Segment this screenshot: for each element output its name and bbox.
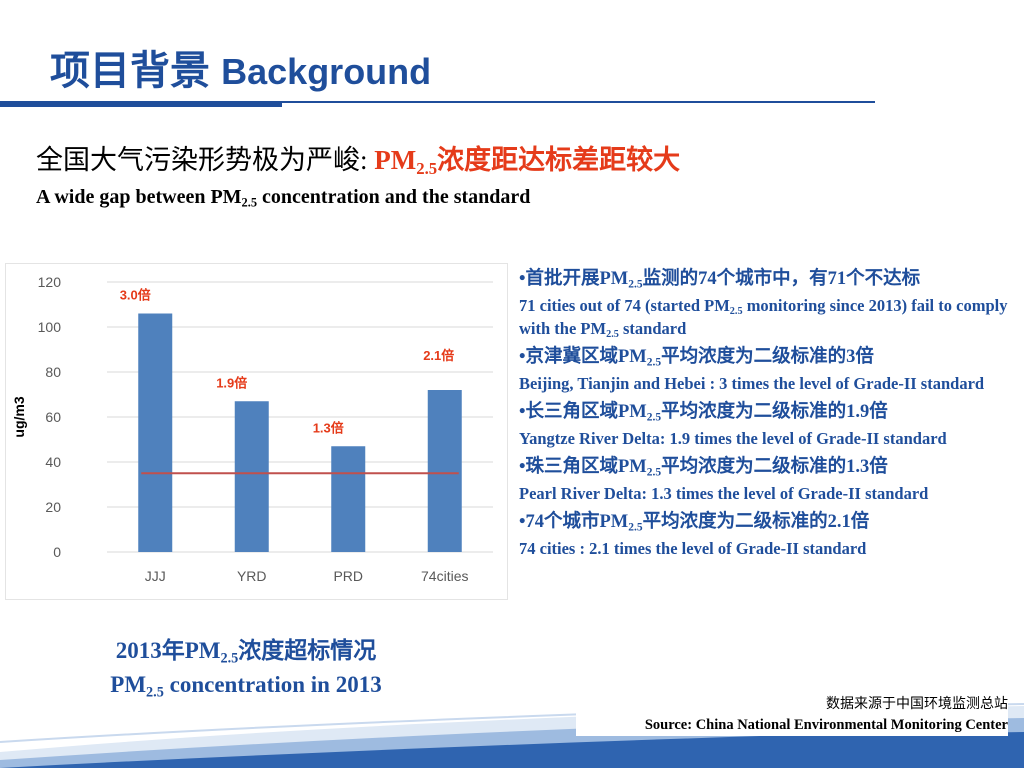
y-tick-label: 80 [45, 364, 61, 380]
caption-line-en: PM2.5 concentration in 2013 [50, 668, 442, 702]
bullet-cn-pre: •首批开展PM [519, 269, 629, 289]
bullet-item: •74个城市PM2.5平均浓度为二级标准的2.1倍 74 cities : 2.… [519, 507, 1024, 560]
data-source-note: 数据来源于中国环境监测总站 Source: China National Env… [576, 694, 1008, 736]
bullet-cn-sub: 2.5 [646, 411, 662, 424]
slide-title: 项目背景 Background [50, 38, 431, 96]
subtitle-cn: 全国大气污染形势极为严峻: PM2.5浓度距达标差距较大 [36, 138, 680, 177]
bullet-cn-pre: •珠三角区域PM [519, 457, 647, 477]
bullet-item: •珠三角区域PM2.5平均浓度为二级标准的1.3倍 Pearl River De… [519, 452, 1024, 505]
subtitle-en-sub: 2.5 [241, 195, 258, 210]
title-en: Background [221, 51, 432, 92]
bullet-en: 74 cities : 2.1 times the level of Grade… [519, 539, 867, 558]
bullet-item: •首批开展PM2.5监测的74个城市中，有71个不达标 71 cities ou… [519, 264, 1024, 340]
y-axis-label: ug/m3 [11, 396, 27, 437]
bullet-cn: •长三角区域PM2.5平均浓度为二级标准的1.9倍 [519, 397, 1024, 423]
y-tick-label: 120 [38, 274, 62, 290]
chart-caption: 2013年PM2.5浓度超标情况 PM2.5 concentration in … [50, 634, 442, 702]
bullet-cn-pre: •74个城市PM [519, 512, 629, 532]
bullet-en: Pearl River Delta: 1.3 times the level o… [519, 484, 929, 503]
bullet-cn: •珠三角区域PM2.5平均浓度为二级标准的1.3倍 [519, 452, 1024, 478]
bullet-en: Yangtze River Delta: 1.9 times the level… [519, 429, 947, 448]
bullet-cn-sub: 2.5 [628, 521, 643, 534]
chart-svg: 0 20 40 60 80 100 120 ug/m3 JJJ 3.0倍 YRD 1.9倍 PRD 1.3… [11, 274, 493, 584]
bullet-cn-sub: 2.5 [646, 356, 662, 369]
bullet-en-sub2: 2.5 [606, 329, 619, 341]
bullet-en-pre: 71 cities out of 74 (started PM [519, 296, 730, 315]
bar-annotation: 1.3倍 [313, 420, 344, 435]
bar [138, 313, 173, 552]
title-rule-thin [282, 101, 875, 103]
bullet-item: •京津冀区域PM2.5平均浓度为二级标准的3倍 Beijing, Tianjin… [519, 342, 1024, 395]
subtitle-pm: PM [374, 145, 417, 175]
bullet-cn-post: 平均浓度为二级标准的2.1倍 [642, 512, 870, 532]
subtitle-en-post: concentration and the standard [257, 186, 531, 208]
title-cn: 项目背景 [50, 49, 210, 93]
bar-annotation: 2.1倍 [423, 348, 454, 363]
x-tick-label: 74cities [421, 568, 468, 584]
bullet-cn: •首批开展PM2.5监测的74个城市中，有71个不达标 [519, 264, 1024, 290]
bullet-cn-post: 平均浓度为二级标准的1.3倍 [661, 457, 888, 477]
bullet-cn-sub: 2.5 [646, 466, 662, 479]
bullet-en-sub: 2.5 [729, 306, 743, 318]
bar [427, 390, 462, 552]
caption-en-post: concentration in 2013 [163, 672, 382, 697]
source-en: Source: China National Environmental Mon… [644, 717, 1008, 733]
bullet-cn-sub: 2.5 [628, 278, 643, 291]
bullet-cn: •74个城市PM2.5平均浓度为二级标准的2.1倍 [519, 507, 1024, 533]
subtitle-en-pre: A wide gap between PM [36, 186, 242, 208]
x-tick-label: PRD [333, 568, 363, 584]
bullet-cn-post: 平均浓度为二级标准的1.9倍 [661, 402, 888, 422]
bullet-list: •首批开展PM2.5监测的74个城市中，有71个不达标 71 cities ou… [519, 262, 1024, 560]
caption-en-pre: PM [110, 672, 147, 697]
y-tick-label: 20 [45, 499, 61, 515]
bullet-item: •长三角区域PM2.5平均浓度为二级标准的1.9倍 Yangtze River … [519, 397, 1024, 450]
caption-cn-pre: 2013年PM [115, 638, 221, 663]
bar-annotation: 3.0倍 [120, 288, 151, 303]
y-tick-label: 40 [45, 454, 61, 470]
y-tick-label: 60 [45, 409, 61, 425]
bullet-en-post: monitoring since 2013) fail to comply wi… [519, 296, 1008, 338]
bar [331, 446, 366, 552]
x-tick-label: JJJ [145, 568, 166, 584]
x-tick-label: YRD [237, 568, 267, 584]
bullet-en-post2: standard [618, 319, 687, 338]
subtitle-en: A wide gap between PM2.5 concentration a… [36, 186, 530, 209]
bar-annotation: 1.9倍 [216, 375, 247, 390]
subtitle-highlight-rest: 浓度距达标差距较大 [437, 145, 681, 175]
caption-cn-post: 浓度超标情况 [238, 638, 377, 663]
bar [234, 401, 269, 552]
subtitle-highlight: PM2.5浓度距达标差距较大 [374, 145, 681, 179]
bullet-cn-pre: •长三角区域PM [519, 402, 647, 422]
bullet-cn-post: 监测的74个城市中，有71个不达标 [642, 269, 921, 289]
y-tick-label: 0 [53, 544, 61, 560]
bullet-en: Beijing, Tianjin and Hebei : 3 times the… [519, 374, 985, 393]
bullet-cn-post: 平均浓度为二级标准的3倍 [661, 347, 874, 367]
caption-en-sub: 2.5 [146, 684, 164, 701]
bullet-cn-pre: •京津冀区域PM [519, 347, 647, 367]
source-cn: 数据来源于中国环境监测总站 [826, 697, 1008, 712]
subtitle-pm-sub: 2.5 [416, 159, 438, 179]
title-rule-thick [0, 101, 282, 107]
caption-line-cn: 2013年PM2.5浓度超标情况 [50, 634, 442, 668]
y-tick-label: 100 [38, 319, 62, 335]
bullet-en: 71 cities out of 74 (started PM2.5 monit… [519, 294, 1024, 340]
pm25-bar-chart: 0 20 40 60 80 100 120 ug/m3 JJJ 3.0倍 YRD 1.9倍 PRD 1.3… [5, 263, 508, 600]
caption-cn-sub: 2.5 [220, 650, 239, 667]
bullet-cn: •京津冀区域PM2.5平均浓度为二级标准的3倍 [519, 342, 1024, 368]
subtitle-prefix: 全国大气污染形势极为严峻: [36, 145, 368, 175]
